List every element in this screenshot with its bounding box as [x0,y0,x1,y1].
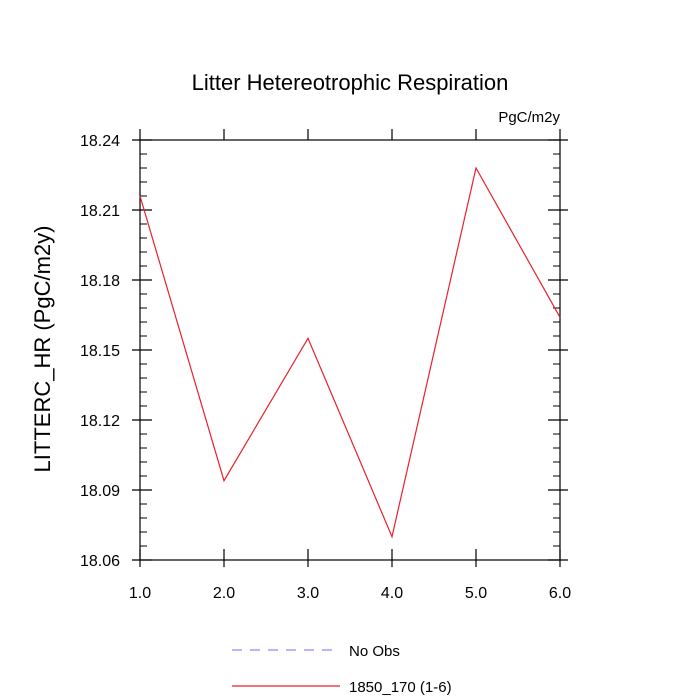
y-tick-label: 18.09 [80,483,120,500]
x-tick-label: 5.0 [465,585,487,602]
x-tick-label: 2.0 [213,585,235,602]
legend-label: No Obs [349,643,400,660]
y-tick-label: 18.24 [80,133,120,150]
major-ticks [132,129,568,567]
chart-title: Litter Hetereotrophic Respiration [192,70,509,95]
plot-frame [139,139,561,561]
y-tick-label: 18.15 [80,343,120,360]
y-tick-label: 18.21 [80,203,120,220]
y-axis-label: LITTERC_HR (PgC/m2y) [30,226,55,473]
y-tick-labels: 18.06 18.09 18.12 18.15 18.18 18.21 18.24 [80,133,120,570]
y-tick-label: 18.12 [80,413,120,430]
y-tick-label: 18.18 [80,273,120,290]
x-tick-label: 1.0 [129,585,151,602]
legend: No Obs 1850_170 (1-6) [232,643,452,696]
minor-ticks [140,153,560,547]
legend-label: 1850_170 (1-6) [349,679,452,696]
x-tick-label: 4.0 [381,585,403,602]
series-layer [139,166,561,539]
x-tick-label: 6.0 [549,585,571,602]
x-tick-label: 3.0 [297,585,319,602]
units-label: PgC/m2y [498,109,560,126]
series-line [139,166,561,539]
x-tick-labels: 1.0 2.0 3.0 4.0 5.0 6.0 [129,585,571,602]
y-tick-label: 18.06 [80,553,120,570]
